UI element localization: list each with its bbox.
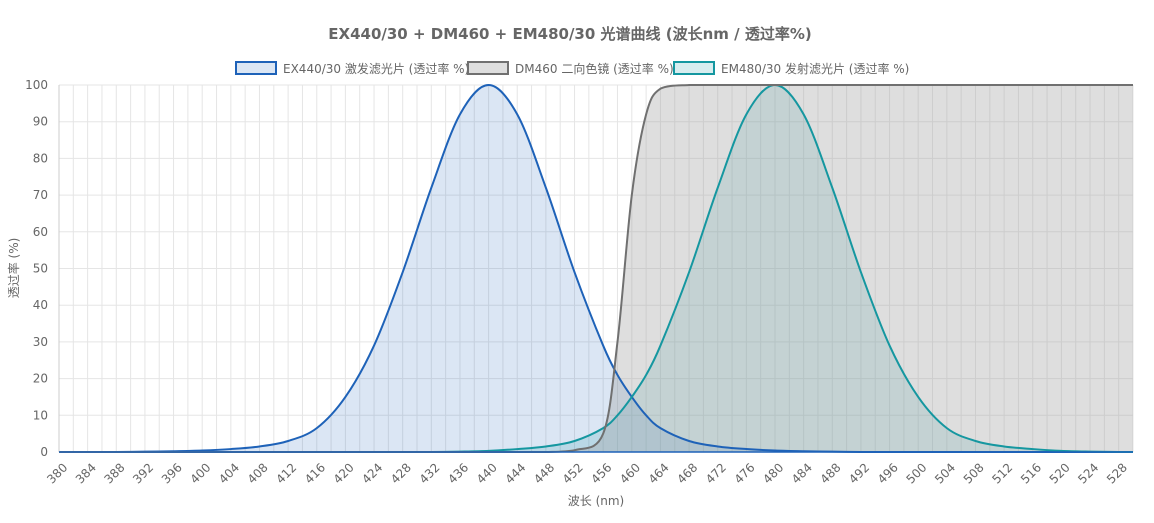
x-tick-label: 460 <box>617 460 643 486</box>
y-tick-label: 0 <box>40 445 48 459</box>
x-tick-label: 516 <box>1018 460 1044 486</box>
x-tick-label: 432 <box>417 460 443 486</box>
y-tick-label: 50 <box>33 262 48 276</box>
y-tick-label: 90 <box>33 115 48 129</box>
x-tick-label: 440 <box>474 460 500 486</box>
x-tick-label: 420 <box>331 460 357 486</box>
y-tick-label: 80 <box>33 151 48 165</box>
y-tick-label: 60 <box>33 225 48 239</box>
x-tick-label: 472 <box>703 460 729 486</box>
y-tick-label: 70 <box>33 188 48 202</box>
x-tick-label: 512 <box>989 460 1015 486</box>
x-tick-label: 508 <box>961 460 987 486</box>
grid <box>58 84 1134 453</box>
x-tick-label: 396 <box>159 460 185 486</box>
y-tick-label: 20 <box>33 372 48 386</box>
legend-swatch-dm <box>467 61 509 75</box>
legend-item-ex[interactable]: EX440/30 激发滤光片 (透过率 %) <box>235 61 469 76</box>
legend[interactable]: EX440/30 激发滤光片 (透过率 %) DM460 二向色镜 (透过率 %… <box>235 61 909 76</box>
x-tick-label: 488 <box>818 460 844 486</box>
series-area-2 <box>59 85 1133 452</box>
x-tick-label: 448 <box>531 460 557 486</box>
x-tick-label: 504 <box>932 460 958 486</box>
legend-label-ex: EX440/30 激发滤光片 (透过率 %) <box>283 61 469 76</box>
x-tick-label: 384 <box>73 460 99 486</box>
x-tick-label: 528 <box>1104 460 1130 486</box>
x-tick-label: 436 <box>445 460 471 486</box>
legend-item-em[interactable]: EM480/30 发射滤光片 (透过率 %) <box>673 61 909 76</box>
legend-swatch-ex <box>235 61 277 75</box>
x-axis-label: 波长 (nm) <box>568 494 624 508</box>
x-axis-ticks: 380 384 388 392 396 400 404 408 412 416 420 424 428 4… <box>44 460 1130 486</box>
series-area-1 <box>59 85 1133 452</box>
x-tick-label: 480 <box>760 460 786 486</box>
y-tick-label: 100 <box>25 78 48 92</box>
x-tick-label: 496 <box>875 460 901 486</box>
x-tick-label: 444 <box>502 460 528 486</box>
legend-item-dm[interactable]: DM460 二向色镜 (透过率 %) <box>467 61 674 76</box>
x-tick-label: 500 <box>903 460 929 486</box>
x-tick-label: 524 <box>1075 460 1101 486</box>
x-tick-label: 428 <box>388 460 414 486</box>
x-tick-label: 408 <box>245 460 271 486</box>
axes <box>58 85 1133 453</box>
x-tick-label: 388 <box>102 460 128 486</box>
x-tick-label: 392 <box>130 460 156 486</box>
legend-swatch-em <box>673 61 715 75</box>
x-tick-label: 476 <box>732 460 758 486</box>
x-tick-label: 400 <box>187 460 213 486</box>
legend-label-dm: DM460 二向色镜 (透过率 %) <box>515 61 674 76</box>
x-tick-label: 380 <box>44 460 70 486</box>
legend-label-em: EM480/30 发射滤光片 (透过率 %) <box>721 61 909 76</box>
x-tick-label: 520 <box>1047 460 1073 486</box>
x-tick-label: 404 <box>216 460 242 486</box>
x-tick-label: 464 <box>646 460 672 486</box>
x-tick-label: 468 <box>674 460 700 486</box>
y-tick-label: 40 <box>33 298 48 312</box>
y-tick-label: 30 <box>33 335 48 349</box>
x-tick-label: 484 <box>789 460 815 486</box>
chart-title: EX440/30 + DM460 + EM480/30 光谱曲线 (波长nm /… <box>328 25 811 43</box>
x-tick-label: 492 <box>846 460 872 486</box>
y-axis-ticks: 0 10 20 30 40 50 60 70 80 90 100 <box>25 78 48 459</box>
series-fills <box>59 85 1133 452</box>
x-tick-label: 424 <box>359 460 385 486</box>
y-axis-label: 透过率 (%) <box>6 238 21 299</box>
x-tick-label: 416 <box>302 460 328 486</box>
x-tick-label: 456 <box>588 460 614 486</box>
series-area-0 <box>59 85 1133 452</box>
y-tick-label: 10 <box>33 408 48 422</box>
x-tick-label: 412 <box>273 460 299 486</box>
x-tick-label: 452 <box>560 460 586 486</box>
